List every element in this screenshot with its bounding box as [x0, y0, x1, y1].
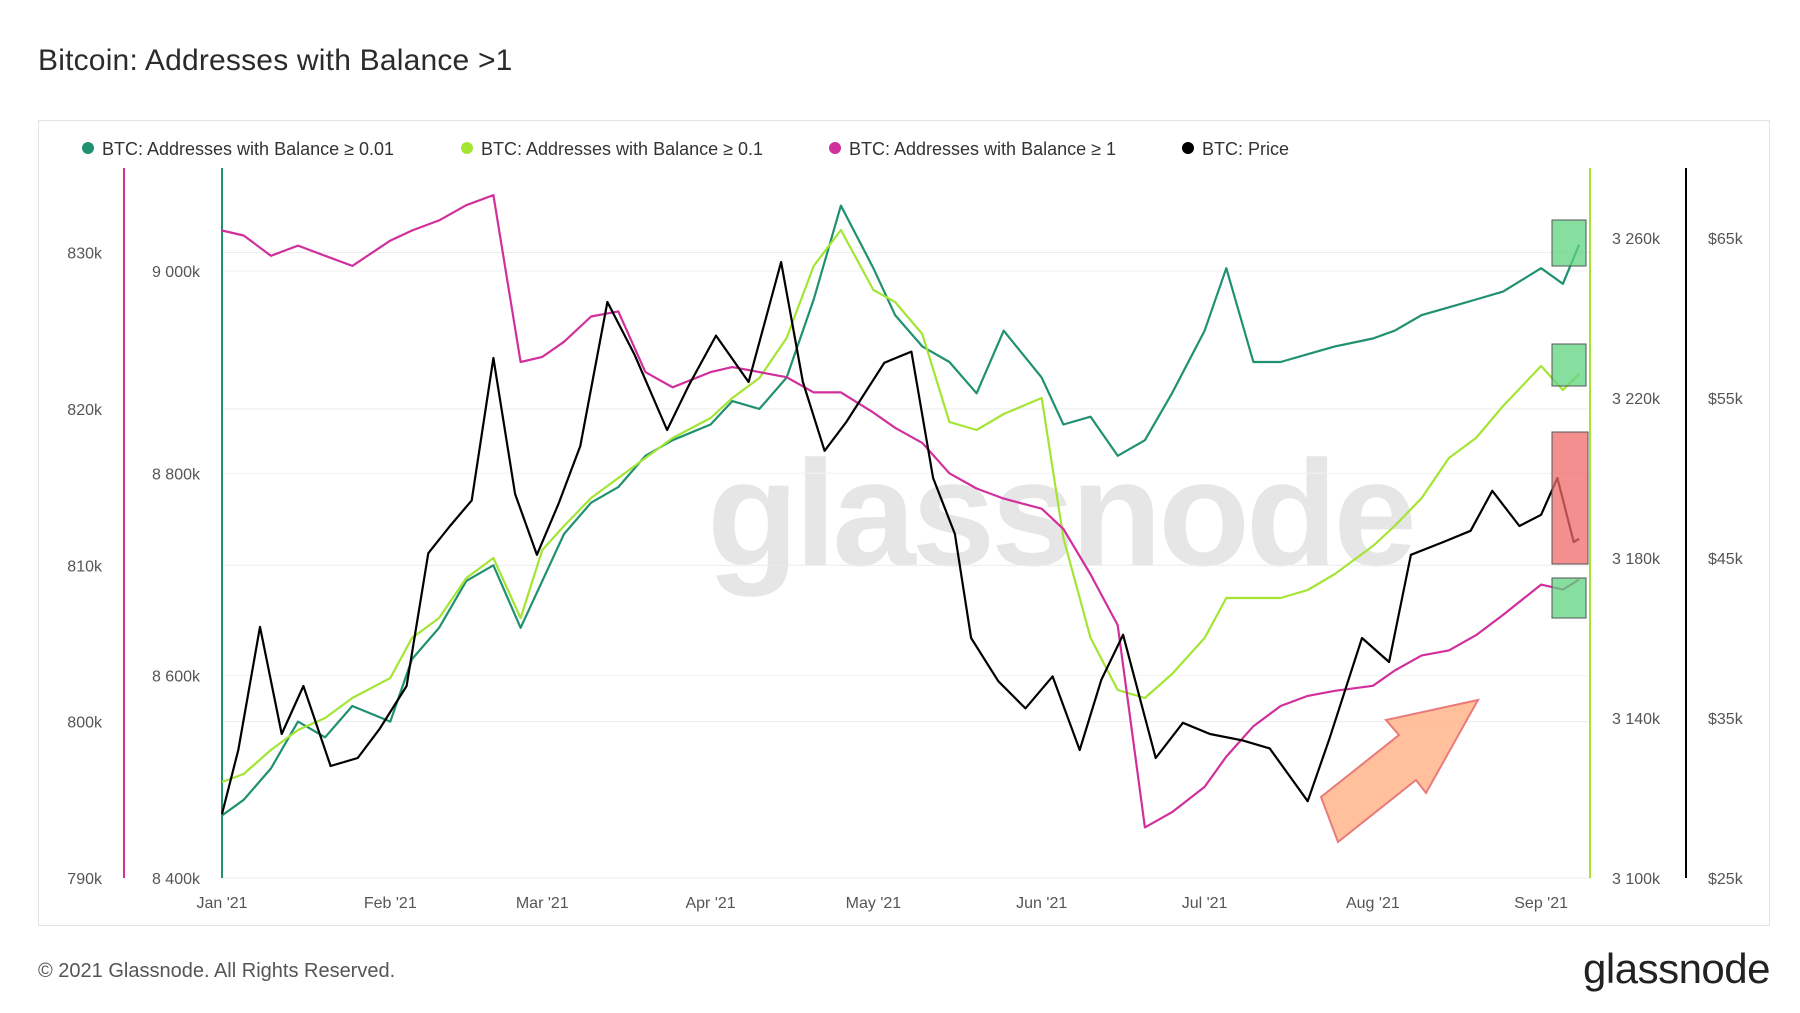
up-box-bal001 [1551, 219, 1587, 267]
y-tick-price: $65k [1708, 231, 1744, 248]
y-tick-bal01: 3 260k [1612, 231, 1661, 248]
y-tick-bal1: 8 800k [152, 466, 201, 483]
x-tick: Apr '21 [685, 895, 735, 912]
y-tick-bal01: 3 180k [1612, 551, 1661, 568]
x-tick: Sep '21 [1514, 895, 1568, 912]
legend-label: BTC: Addresses with Balance ≥ 0.01 [102, 139, 394, 159]
y-tick-bal001: 820k [67, 402, 103, 419]
y-tick-bal01: 3 100k [1612, 871, 1661, 888]
up-box-bal1 [1551, 577, 1587, 619]
legend-marker [829, 142, 841, 154]
y-tick-price: $35k [1708, 711, 1744, 728]
legend-label: BTC: Price [1202, 139, 1289, 159]
y-tick-bal001: 800k [67, 715, 103, 732]
legend-marker [1182, 142, 1194, 154]
x-tick: Feb '21 [364, 895, 417, 912]
y-tick-bal01: 3 220k [1612, 391, 1661, 408]
up-box-bal01 [1551, 343, 1587, 387]
x-tick: Aug '21 [1346, 895, 1400, 912]
watermark-text: glassnode [707, 429, 1413, 597]
y-tick-bal01: 3 140k [1612, 711, 1661, 728]
legend-marker [82, 142, 94, 154]
chart-frame [38, 120, 1770, 926]
glassnode-logo[interactable]: glassnode [1583, 945, 1770, 992]
y-tick-bal1: 8 600k [152, 669, 201, 686]
x-tick: Mar '21 [516, 895, 569, 912]
y-tick-bal1: 9 000k [152, 264, 201, 281]
legend-label: BTC: Addresses with Balance ≥ 1 [849, 139, 1116, 159]
y-tick-bal1: 8 400k [152, 871, 201, 888]
x-tick: Jan '21 [196, 895, 247, 912]
y-tick-bal001: 790k [67, 871, 103, 888]
trend-arrow [1319, 698, 1480, 844]
series-line [220, 260, 1580, 815]
chart-title: Bitcoin: Addresses with Balance >1 [38, 44, 513, 77]
copyright-text: © 2021 Glassnode. All Rights Reserved. [38, 960, 396, 982]
y-tick-bal001: 830k [67, 246, 103, 263]
down-box-price [1551, 431, 1589, 565]
x-tick: Jul '21 [1182, 895, 1228, 912]
y-tick-price: $25k [1708, 871, 1744, 888]
x-tick: May '21 [846, 895, 902, 912]
legend-marker [461, 142, 473, 154]
y-tick-price: $45k [1708, 551, 1744, 568]
legend-label: BTC: Addresses with Balance ≥ 0.1 [481, 139, 763, 159]
x-tick: Jun '21 [1016, 895, 1067, 912]
y-tick-price: $55k [1708, 391, 1744, 408]
y-tick-bal001: 810k [67, 558, 103, 575]
